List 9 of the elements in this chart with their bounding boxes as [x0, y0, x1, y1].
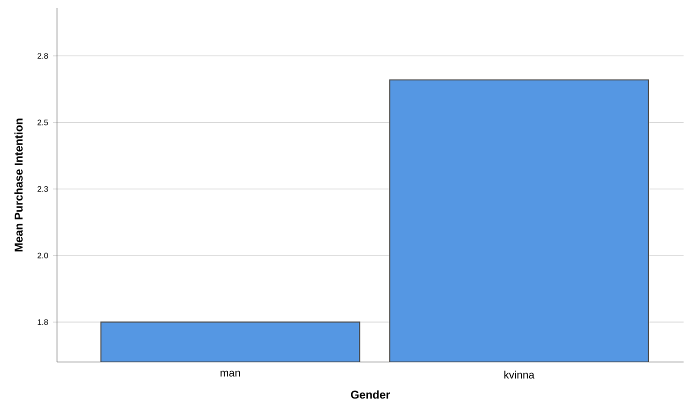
y-tick-label: 1.8 — [38, 319, 48, 325]
y-axis-title: Mean Purchase Intention — [14, 118, 23, 252]
x-axis-title: Gender — [350, 390, 390, 399]
y-tick-label: 2.8 — [38, 53, 48, 59]
y-tick-label: 2.0 — [38, 252, 48, 258]
x-tick-label: man — [220, 370, 240, 377]
x-tick-label: kvinna — [504, 370, 534, 379]
y-tick-label: 2.3 — [38, 186, 48, 192]
y-tick-label: 2.5 — [38, 120, 48, 126]
